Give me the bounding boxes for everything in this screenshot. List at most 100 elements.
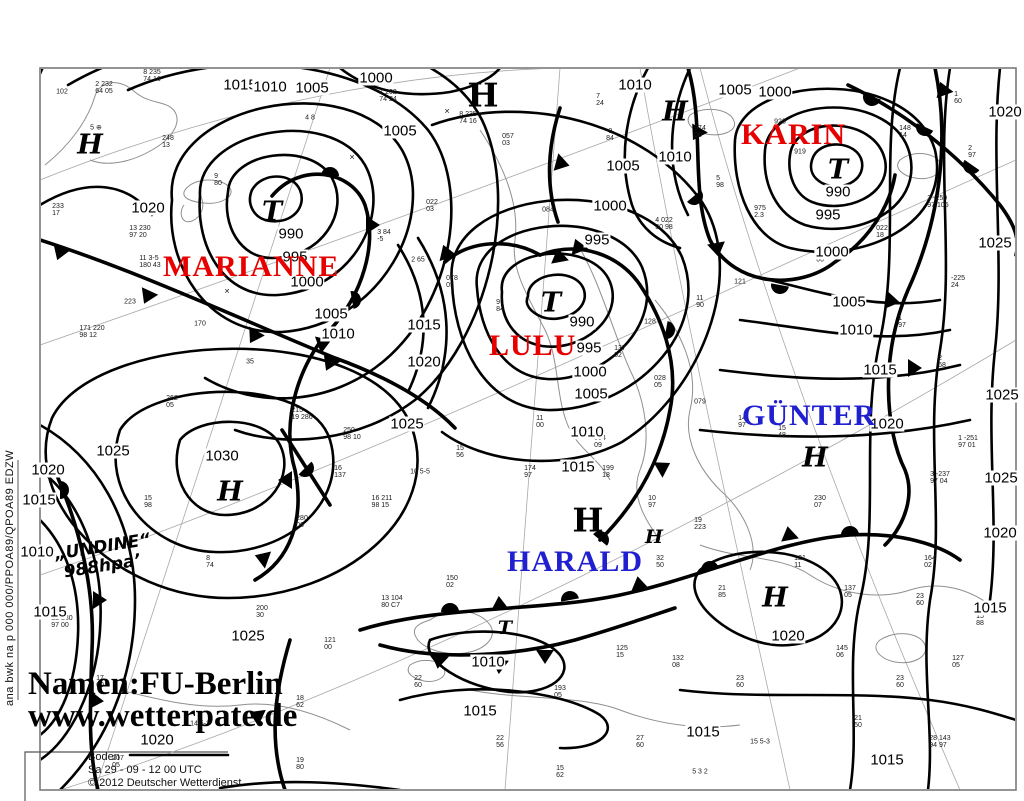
station-plot: 148 14 (899, 125, 911, 139)
station-plot: 15 5-3 (750, 738, 770, 746)
bulletin-code: ana bwk na p 000 000/PPOA89/QPOA89 EDZW (4, 449, 16, 706)
isobar-label: 1020 (987, 103, 1023, 121)
station-plot: 15 88 (976, 613, 984, 627)
station-plot: 16 137 (334, 465, 346, 479)
isobar-label: 995 (281, 248, 309, 266)
station-plot: 022 18 (876, 225, 888, 239)
station-plot: 13 104 80 C7 (381, 595, 403, 609)
isobar-label: 1020 (770, 627, 806, 645)
cold-front-symbol (707, 241, 725, 257)
isobar-label: 1015 (560, 458, 596, 476)
station-plot: 057 03 (502, 133, 514, 147)
station-plot: 11 90 (696, 295, 704, 309)
station-plot: 128 (644, 318, 656, 326)
station-plot: 5 98 (716, 175, 724, 189)
station-plot: 079 (694, 398, 706, 406)
isobar-label: 1010 (617, 76, 653, 94)
station-plot: 2 97 (968, 145, 976, 159)
station-plot: 2 68 (938, 355, 946, 369)
isobar-label: 1015 (862, 361, 898, 379)
station-plot: 66 (816, 256, 824, 264)
station-plot: 084 (542, 206, 554, 214)
station-plot: 13 230 97 20 (129, 225, 151, 239)
station-plot: 919 (794, 148, 806, 156)
station-plot: -9 84 (606, 128, 614, 142)
station-plot: 23 60 (896, 675, 904, 689)
station-plot: 1 -251 97 01 (958, 435, 978, 449)
system-name-marianne: MARIANNE (163, 250, 340, 283)
station-plot: 23 60 (736, 675, 744, 689)
warm-front-symbol (687, 190, 703, 205)
cold-front-symbol (536, 650, 554, 664)
warm-front-symbol (350, 291, 361, 309)
station-plot: 028 05 (654, 375, 666, 389)
station-plot: ✕ (224, 288, 230, 296)
station-plot: 15 98 (144, 495, 152, 509)
isobar-label: 1010 (657, 148, 693, 166)
cold-front-symbol (366, 216, 380, 234)
station-plot: 1 60 (954, 91, 962, 105)
station-plot: 15 62 (556, 765, 564, 779)
station-plot: 150 02 (446, 575, 458, 589)
cold-front-symbol (254, 551, 272, 569)
isobar-label: 1015 (21, 491, 57, 509)
isobar-label: 990 (277, 225, 305, 243)
cold-front-symbol (553, 153, 570, 171)
station-plot: 280 06 (296, 515, 308, 529)
station-plot: 2 232 64 05 (95, 81, 113, 95)
legend-copyright: © 2012 Deutscher Wetterdienst (88, 777, 242, 789)
station-plot: 15 48 (778, 425, 786, 439)
low-center-symbol: T (261, 196, 283, 228)
station-plot: 262 05 (166, 395, 178, 409)
high-center-symbol: H (572, 500, 604, 540)
station-plot: 21 85 (718, 585, 726, 599)
station-plot: 121 00 (324, 637, 336, 651)
station-plot: 14 97 (738, 415, 746, 429)
station-plot: 9 80 (214, 173, 222, 187)
station-plot: 975 2.3 (754, 205, 766, 219)
station-plot: 215 19 286 (291, 407, 313, 421)
station-plot: 078 05 (446, 275, 458, 289)
cold-front-symbol (884, 291, 900, 309)
station-plot: 022 03 (426, 199, 438, 213)
station-plot: 22 56 (496, 735, 504, 749)
warm-front-symbol (916, 123, 934, 136)
station-plot: 21 50 (854, 715, 862, 729)
station-plot: 15 56 (456, 445, 464, 459)
isobar-label: 995 (575, 339, 603, 357)
isobar-label: 1025 (389, 415, 425, 433)
station-plot: 250 98 10 (343, 427, 361, 441)
isobar-label: 1025 (230, 627, 266, 645)
station-plot: 10 5-5 (410, 468, 430, 476)
station-plot: 11 3-5 180 43 (139, 255, 161, 269)
isobar-label: 1020 (139, 731, 175, 749)
isobar-label: 1005 (294, 79, 330, 97)
station-plot: 7 24 (596, 93, 604, 107)
high-center-symbol: H (802, 442, 828, 474)
station-plot: 1 97 (898, 315, 906, 329)
warm-front-symbol (441, 603, 459, 612)
station-plot: 9 84 (496, 299, 504, 313)
low-center-symbol: T (540, 287, 562, 319)
station-plot: 200 30 (256, 605, 268, 619)
station-plot: 35 (246, 358, 254, 366)
isobar-label: 1015 (685, 723, 721, 741)
isobar-label: 1010 (19, 543, 55, 561)
warm-front-symbol (298, 461, 314, 477)
isobar-label: 1010 (252, 78, 288, 96)
cold-front-symbol (551, 248, 569, 264)
cold-front-symbol (278, 471, 292, 489)
warm-front-symbol (664, 321, 675, 339)
isobar-label: 1000 (358, 69, 394, 87)
high-center-symbol: H (762, 582, 788, 614)
cold-front-symbol (692, 123, 708, 141)
high-center-symbol: H (77, 129, 103, 161)
station-plot: 923 (774, 118, 786, 126)
isobar-label: 1015 (406, 316, 442, 334)
low-center-symbol: T (827, 154, 849, 186)
cold-front-symbol (571, 238, 589, 256)
warm-front-symbol (963, 159, 980, 174)
high-center-symbol: H (645, 526, 663, 548)
isobar-label: 1005 (605, 157, 641, 175)
station-plot: 230 07 (814, 495, 826, 509)
